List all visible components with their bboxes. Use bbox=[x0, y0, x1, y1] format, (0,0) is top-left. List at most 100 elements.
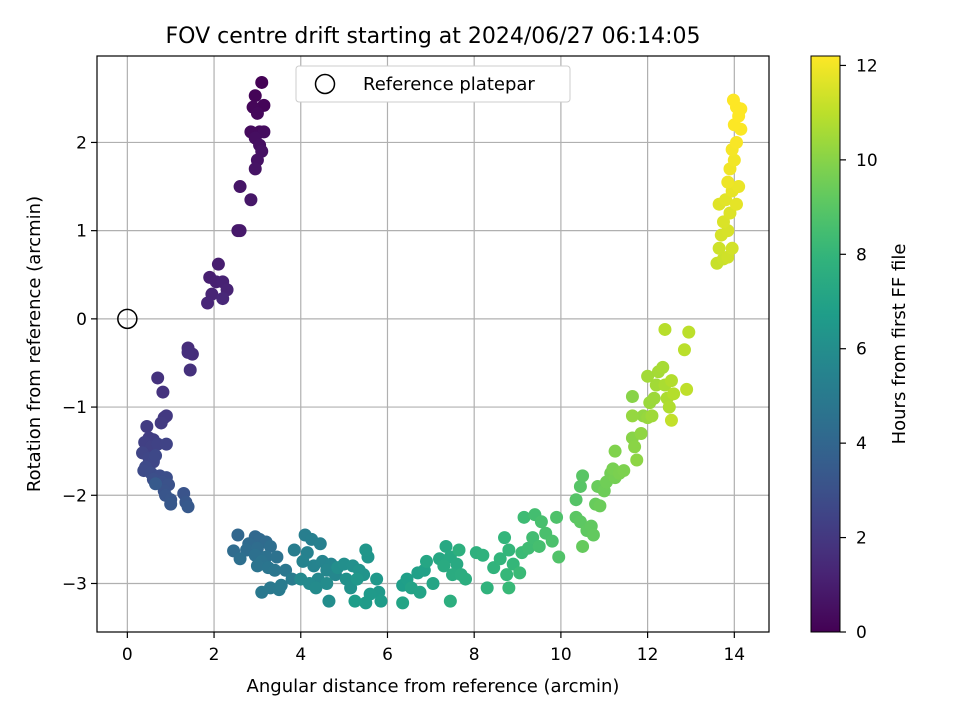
colorbar-tick-label: 8 bbox=[856, 245, 867, 265]
data-point bbox=[164, 497, 178, 511]
legend: Reference platepar bbox=[295, 65, 571, 103]
data-point bbox=[513, 566, 527, 580]
data-point bbox=[729, 135, 743, 149]
data-point bbox=[628, 440, 642, 454]
data-point bbox=[270, 550, 284, 564]
data-point bbox=[396, 596, 410, 610]
data-point bbox=[662, 400, 676, 414]
x-tick-label: 12 bbox=[637, 645, 659, 665]
data-point bbox=[552, 550, 566, 564]
reference-point-marker bbox=[117, 308, 138, 330]
data-point bbox=[248, 162, 262, 176]
data-point bbox=[712, 241, 726, 255]
data-point bbox=[437, 559, 451, 573]
data-point bbox=[677, 343, 691, 357]
data-point bbox=[452, 543, 466, 557]
data-point bbox=[727, 153, 741, 167]
data-point bbox=[617, 464, 631, 478]
legend-box bbox=[295, 65, 571, 103]
data-point bbox=[183, 363, 197, 377]
data-point bbox=[263, 539, 277, 553]
data-point bbox=[350, 572, 364, 586]
grid bbox=[97, 56, 769, 632]
data-point bbox=[732, 180, 746, 194]
data-point bbox=[287, 543, 301, 557]
y-tick-label: −3 bbox=[62, 574, 87, 594]
y-tick-label: −1 bbox=[62, 398, 87, 418]
y-tick-label: −2 bbox=[62, 486, 87, 506]
data-point bbox=[459, 572, 473, 586]
y-tick-label: 0 bbox=[76, 310, 87, 330]
data-point bbox=[608, 444, 622, 458]
data-point bbox=[250, 559, 264, 573]
data-point bbox=[248, 89, 262, 103]
x-tick-label: 4 bbox=[295, 645, 306, 665]
data-point bbox=[154, 416, 168, 430]
data-point bbox=[359, 543, 373, 557]
data-point bbox=[450, 557, 464, 571]
data-point bbox=[517, 510, 531, 524]
data-point bbox=[413, 585, 427, 599]
data-point bbox=[233, 552, 247, 566]
data-point bbox=[521, 541, 535, 555]
y-tick-label: 1 bbox=[76, 222, 87, 242]
data-point bbox=[156, 385, 170, 399]
data-point bbox=[630, 453, 644, 467]
data-point bbox=[274, 578, 288, 592]
data-point bbox=[625, 409, 639, 423]
data-point bbox=[664, 413, 678, 427]
data-point bbox=[498, 531, 512, 545]
data-point bbox=[480, 581, 494, 595]
colorbar-ticks: 0 2 4 6 8 10 12 bbox=[840, 56, 878, 643]
data-point bbox=[181, 345, 195, 359]
x-tick-label: 14 bbox=[723, 645, 745, 665]
data-point bbox=[320, 576, 334, 590]
colorbar-tick-label: 4 bbox=[856, 434, 867, 454]
data-point bbox=[426, 576, 440, 590]
data-point bbox=[439, 539, 453, 553]
colorbar-tick-label: 12 bbox=[856, 56, 878, 76]
legend-label: Reference platepar bbox=[363, 74, 535, 95]
data-point bbox=[268, 563, 282, 577]
data-point bbox=[576, 469, 590, 483]
y-axis-label: Rotation from reference (arcmin) bbox=[24, 196, 45, 492]
data-point bbox=[645, 409, 659, 423]
data-point bbox=[149, 477, 163, 491]
data-point bbox=[641, 369, 655, 383]
data-point bbox=[573, 479, 587, 493]
data-point bbox=[721, 175, 735, 189]
data-point bbox=[233, 180, 247, 194]
data-point bbox=[476, 548, 490, 562]
data-point bbox=[593, 499, 607, 513]
data-point bbox=[586, 528, 600, 542]
data-point bbox=[545, 534, 559, 548]
data-point bbox=[140, 419, 154, 433]
x-tick-label: 0 bbox=[122, 645, 133, 665]
x-axis-label: Angular distance from reference (arcmin) bbox=[247, 676, 620, 697]
x-tick-label: 2 bbox=[209, 645, 220, 665]
data-point bbox=[500, 568, 514, 582]
data-point bbox=[634, 427, 648, 441]
data-point bbox=[682, 325, 696, 339]
x-tick-label: 10 bbox=[550, 645, 572, 665]
colorbar bbox=[810, 55, 841, 633]
data-point bbox=[181, 500, 195, 514]
data-point bbox=[729, 197, 743, 211]
data-point bbox=[374, 594, 388, 608]
data-point bbox=[532, 539, 546, 553]
data-point bbox=[348, 594, 362, 608]
y-tick-label: 2 bbox=[76, 133, 87, 153]
data-point bbox=[569, 493, 583, 507]
data-point bbox=[159, 437, 173, 451]
data-point bbox=[576, 539, 590, 553]
data-point bbox=[201, 296, 215, 310]
data-point bbox=[322, 594, 336, 608]
data-point bbox=[680, 382, 694, 396]
data-point bbox=[359, 596, 373, 610]
data-point bbox=[443, 594, 457, 608]
chart-title: FOV centre drift starting at 2024/06/27 … bbox=[166, 24, 701, 49]
data-point bbox=[244, 193, 258, 207]
x-tick-label: 6 bbox=[382, 645, 393, 665]
